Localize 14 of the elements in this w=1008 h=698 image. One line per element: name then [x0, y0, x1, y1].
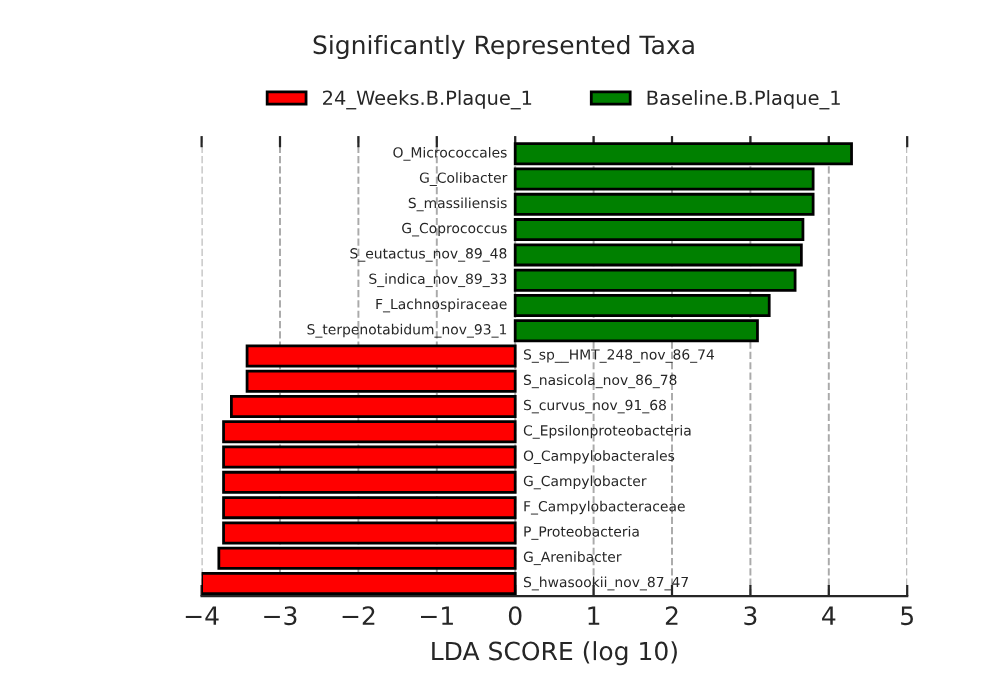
x-tick-label: −2: [342, 606, 375, 625]
x-tick-label: 4: [822, 606, 836, 625]
x-tick-label: 1: [588, 606, 600, 625]
x-tick-label: −4: [185, 606, 219, 625]
x-tick-label: −1: [421, 606, 453, 625]
legend-label: 24_Weeks.B.Plaque_1: [323, 90, 532, 110]
x-axis-title: LDA SCORE (log 10): [432, 641, 677, 666]
x-tick-label: 0: [508, 606, 522, 626]
x-tick-label: 3: [744, 606, 757, 626]
legend-label: Baseline.B.Plaque_1: [647, 90, 840, 110]
x-tick-label: 5: [901, 606, 913, 626]
x-tick-label: 2: [665, 606, 678, 625]
x-tick-label: −3: [264, 606, 297, 626]
chart-title: Significantly Represented Taxa: [313, 34, 694, 60]
